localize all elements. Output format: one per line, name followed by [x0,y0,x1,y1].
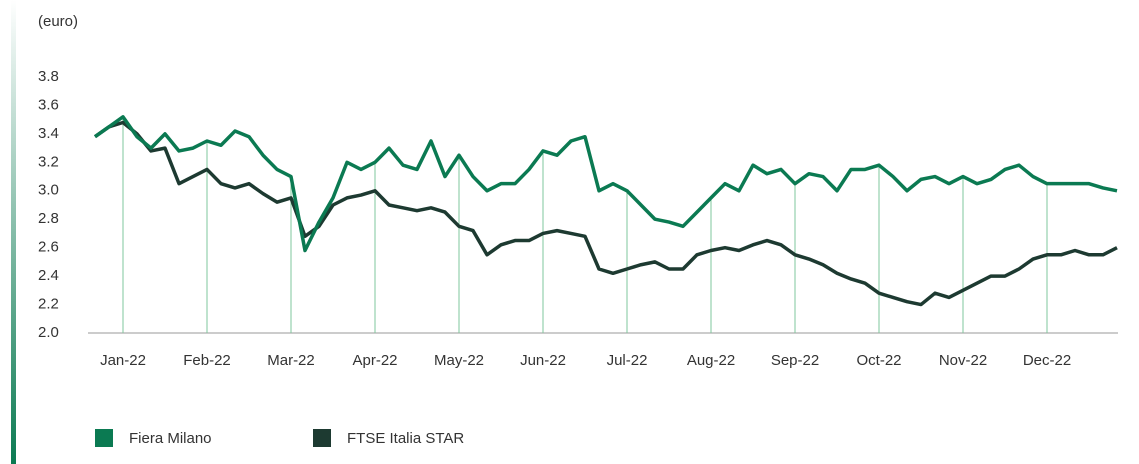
y-tick-label: 2.4 [38,267,59,284]
x-tick-label: Jun-22 [520,352,566,369]
x-tick-label: Aug-22 [687,352,735,369]
y-tick-label: 3.8 [38,68,59,85]
x-tick-label: Dec-22 [1023,352,1071,369]
side-bar [11,0,16,464]
x-tick-label: Jan-22 [100,352,146,369]
y-tick-label: 2.6 [38,239,59,256]
y-tick-label: 3.0 [38,182,59,199]
x-tick-label: May-22 [434,352,484,369]
x-tick-label: Feb-22 [183,352,231,369]
x-tick-label: Sep-22 [771,352,819,369]
legend-label: Fiera Milano [129,430,212,447]
x-tick-label: Nov-22 [939,352,987,369]
x-tick-label: Oct-22 [856,352,901,369]
legend-swatch [95,429,113,447]
y-axis-label: (euro) [38,13,78,30]
legend-swatch [313,429,331,447]
y-tick-label: 3.2 [38,153,59,170]
x-tick-label: Jul-22 [607,352,648,369]
series-line [93,115,1118,253]
y-tick-label: 3.6 [38,96,59,113]
legend-label: FTSE Italia STAR [347,430,464,447]
y-tick-label: 3.4 [38,125,59,142]
y-tick-label: 2.0 [38,324,59,341]
x-tick-label: Mar-22 [267,352,315,369]
y-tick-label: 2.2 [38,296,59,313]
y-tick-label: 2.8 [38,210,59,227]
x-tick-label: Apr-22 [352,352,397,369]
series-line [93,120,1118,307]
